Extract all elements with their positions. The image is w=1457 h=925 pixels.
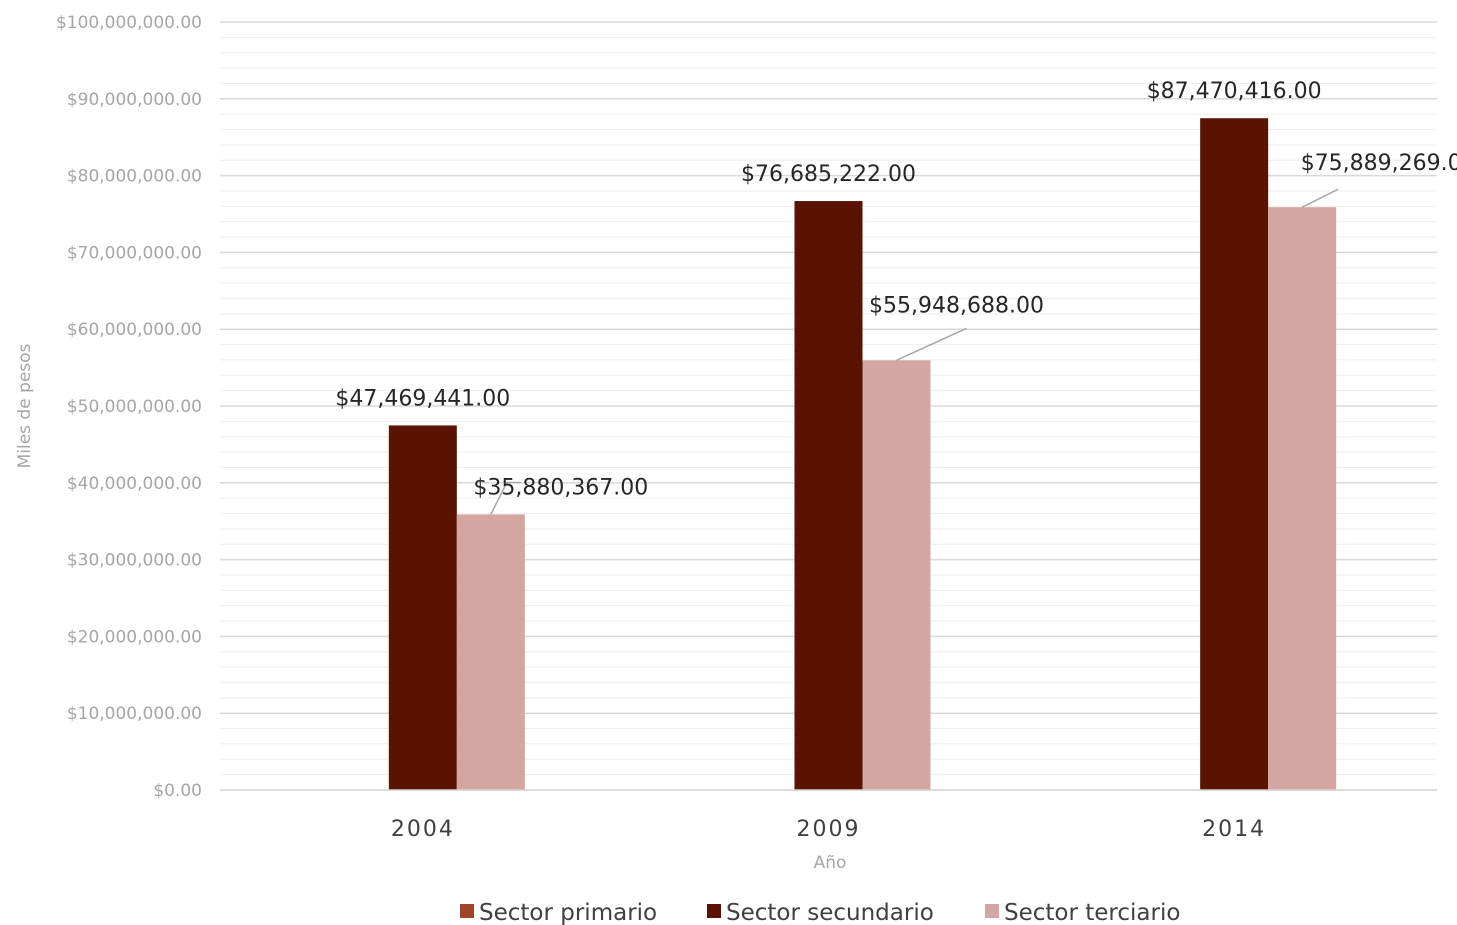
legend-label: Sector primario — [479, 900, 657, 925]
legend: Sector primario Sector secundario Sector t… — [460, 900, 1180, 925]
legend-swatch-sector-primario — [460, 904, 474, 918]
y-tick-label: $90,000,000.00 — [67, 90, 202, 110]
leader-line — [490, 481, 521, 515]
bar-sector-terciario-2014 — [1268, 207, 1337, 790]
y-tick-label: $50,000,000.00 — [67, 397, 202, 417]
legend-swatch-sector-secundario — [707, 904, 721, 918]
bar-sector-secundario-2009 — [794, 201, 863, 790]
y-tick-label: $40,000,000.00 — [67, 474, 202, 494]
x-tick-label: 2004 — [391, 817, 455, 842]
leader-line — [1301, 188, 1339, 208]
data-label: $55,948,688.00 — [869, 293, 1044, 318]
y-axis-title: Miles de pesos — [15, 343, 35, 468]
x-tick-label: 2009 — [797, 817, 861, 842]
y-tick-label: $30,000,000.00 — [67, 551, 202, 571]
data-label: $75,889,269.00 — [1301, 151, 1457, 176]
legend-swatch-sector-terciario — [985, 904, 999, 918]
x-axis-ticks: 2004 2009 2014 — [391, 817, 1266, 842]
x-tick-label: 2014 — [1202, 817, 1266, 842]
bar-sector-terciario-2004 — [456, 514, 525, 790]
y-tick-label: $0.00 — [153, 781, 202, 801]
bars — [388, 118, 1337, 791]
y-tick-label: $20,000,000.00 — [67, 627, 202, 647]
data-label: $35,880,367.00 — [473, 475, 648, 500]
y-axis-ticks: $0.00 $10,000,000.00 $20,000,000.00 $30,000… — [56, 13, 202, 801]
x-axis-title: Año — [814, 853, 847, 873]
leader-line — [896, 327, 967, 361]
data-label: $47,469,441.00 — [335, 386, 510, 411]
y-tick-label: $70,000,000.00 — [67, 243, 202, 263]
legend-label: Sector secundario — [726, 900, 934, 925]
y-tick-label: $80,000,000.00 — [67, 167, 202, 187]
y-tick-label: $10,000,000.00 — [67, 704, 202, 724]
bar-sector-secundario-2004 — [388, 425, 457, 790]
data-label: $87,470,416.00 — [1147, 79, 1322, 104]
bar-sector-terciario-2009 — [862, 360, 931, 790]
data-labels: $47,469,441.00 $35,880,367.00 $76,685,222.… — [335, 79, 1457, 515]
y-tick-label: $100,000,000.00 — [56, 13, 202, 33]
data-label: $76,685,222.00 — [741, 162, 916, 187]
y-tick-label: $60,000,000.00 — [67, 320, 202, 340]
bar-sector-secundario-2014 — [1200, 118, 1269, 791]
legend-label: Sector terciario — [1004, 900, 1180, 925]
